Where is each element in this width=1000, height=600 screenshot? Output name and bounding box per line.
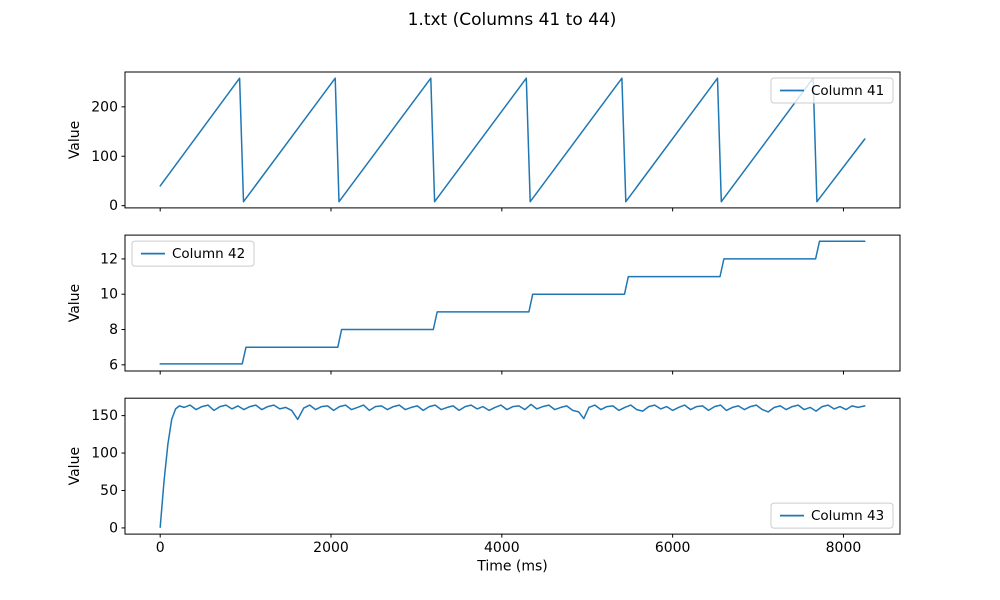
axes-frame [124,234,901,372]
y-tick-label: 100 [91,446,118,462]
series-line-column-43 [159,403,866,528]
legend-label: Column 42 [172,246,245,262]
legend-column-42: Column 42 [131,240,255,267]
x-tick-label: 0 [156,540,165,556]
figure-title: 1.txt (Columns 41 to 44) [407,10,617,30]
y-axis-label: Value [67,447,83,485]
subplot-column-43: 0 2000 4000 6000 8000 0 50 100 150 Value Time (ms)… [67,397,901,575]
y-tick-label: 0 [109,198,118,214]
axes-frame [124,71,901,209]
legend-column-41: Column 41 [770,77,894,104]
legend-label: Column 41 [811,83,884,99]
x-tick-label: 6000 [655,540,691,556]
x-tick-label: 8000 [826,540,862,556]
series-line-column-42 [159,240,866,365]
y-tick-label: 150 [91,408,118,424]
y-tick-label: 6 [109,357,118,373]
x-axis-label: Time (ms) [476,559,548,575]
x-tick-label: 2000 [313,540,349,556]
y-tick-label: 12 [100,251,118,267]
x-tick-label: 4000 [484,540,520,556]
y-tick-label: 50 [100,483,118,499]
y-axis-label: Value [67,284,83,322]
legend-label: Column 43 [811,508,884,524]
legend-box [770,77,894,104]
axes-frame [124,397,901,535]
subplot-column-41: 0 100 200 Value Column 41 [67,71,901,214]
series-line-column-41 [159,77,866,203]
legend-box [770,502,894,529]
y-tick-label: 8 [109,322,118,338]
y-tick-label: 100 [91,149,118,165]
legend-box [131,240,255,267]
legend-column-43: Column 43 [770,502,894,529]
y-axis-label: Value [67,121,83,159]
y-tick-label: 0 [109,520,118,536]
y-tick-label: 10 [100,287,118,303]
subplot-column-42: 6 8 10 12 Value Column 42 [67,234,901,375]
y-tick-label: 200 [91,99,118,115]
